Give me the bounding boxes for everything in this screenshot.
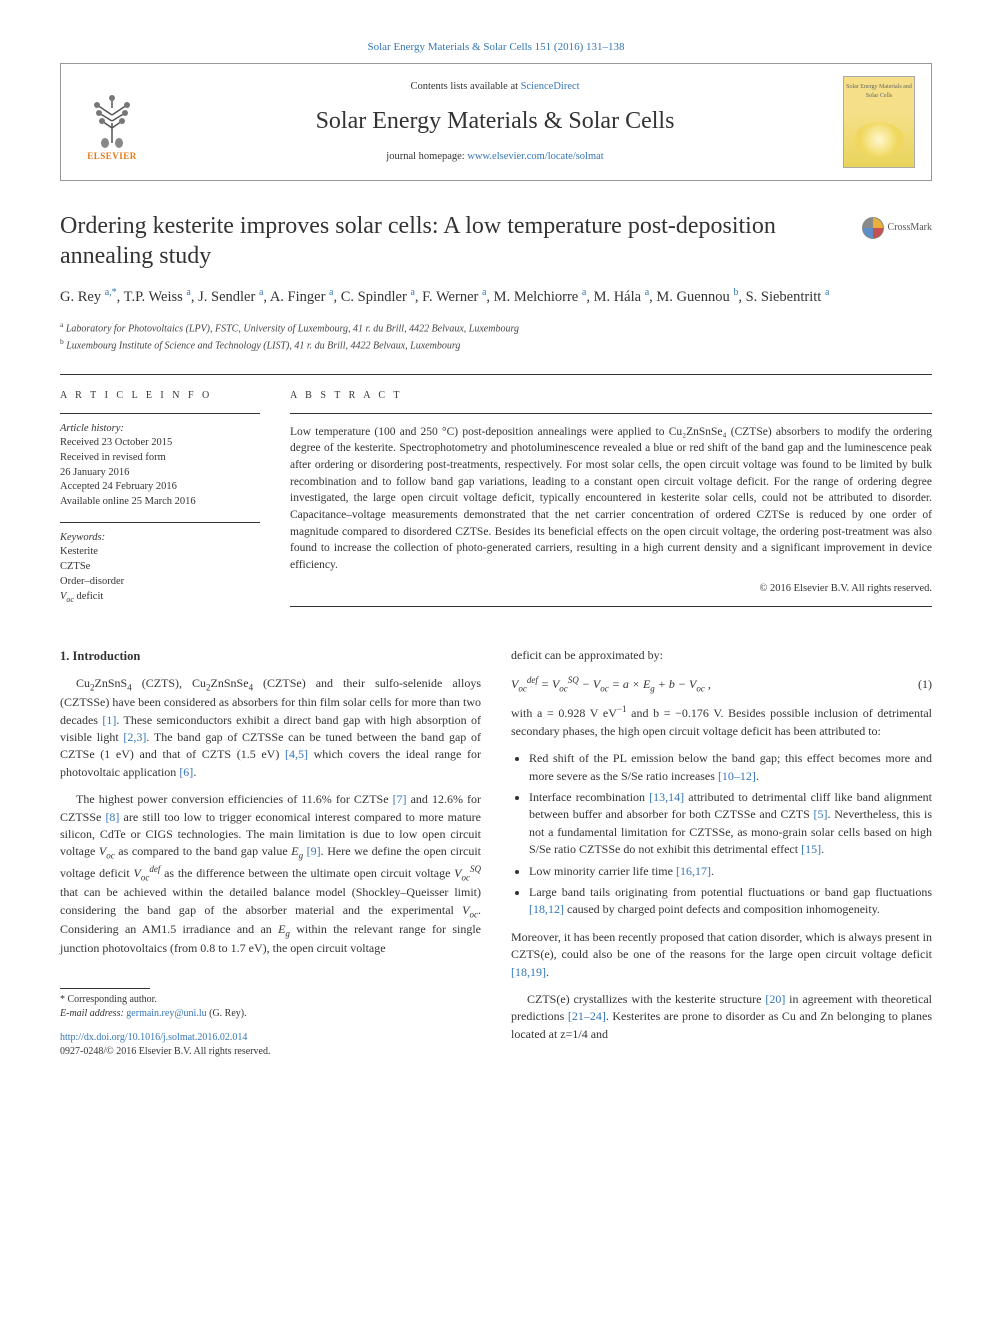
- author-email-link[interactable]: germain.rey@uni.lu: [126, 1008, 206, 1019]
- elsevier-logo: ELSEVIER: [77, 82, 147, 162]
- left-column: 1. Introduction Cu2ZnSnS4 (CZTS), Cu2ZnS…: [60, 647, 481, 1059]
- doi-link[interactable]: http://dx.doi.org/10.1016/j.solmat.2016.…: [60, 1032, 247, 1043]
- abstract-bottom-divider: [290, 606, 932, 607]
- history-label: Article history:: [60, 422, 260, 437]
- abstract-divider: [290, 413, 932, 414]
- journal-citation-link[interactable]: Solar Energy Materials & Solar Cells 151…: [367, 41, 624, 53]
- intro-p1: Cu2ZnSnS4 (CZTS), Cu2ZnSnSe4 (CZTSe) and…: [60, 675, 481, 781]
- journal-header: ELSEVIER Contents lists available at Sci…: [60, 63, 932, 181]
- elsevier-label: ELSEVIER: [87, 150, 137, 163]
- deficit-bullets: Red shift of the PL emission below the b…: [511, 750, 932, 919]
- intro-p2: The highest power conversion efficiencie…: [60, 791, 481, 958]
- article-info-heading: A R T I C L E I N F O: [60, 389, 260, 403]
- article-info-column: A R T I C L E I N F O Article history: R…: [60, 389, 260, 617]
- crossmark-badge[interactable]: CrossMark: [862, 217, 932, 239]
- history-lines: Received 23 October 2015Received in revi…: [60, 436, 260, 509]
- issn-line: 0927-0248/© 2016 Elsevier B.V. All right…: [60, 1045, 481, 1059]
- journal-cover-thumbnail: Solar Energy Materials and Solar Cells: [843, 76, 915, 168]
- keywords-list: KesteriteCZTSeOrder–disorderVoc deficit: [60, 545, 260, 604]
- elsevier-tree-icon: [87, 93, 137, 148]
- bullet-item: Low minority carrier life time [16,17].: [529, 863, 932, 880]
- bullet-item: Large band tails originating from potent…: [529, 884, 932, 919]
- affiliations: a Laboratory for Photovoltaics (LPV), FS…: [60, 319, 932, 354]
- contents-available-line: Contents lists available at ScienceDirec…: [147, 80, 843, 95]
- equation-1: Vocdef = VocSQ − Voc = a × Eg + b − Voc …: [511, 674, 932, 695]
- crossmark-icon: [862, 217, 884, 239]
- homepage-prefix: journal homepage:: [386, 151, 467, 162]
- contents-prefix: Contents lists available at: [410, 81, 520, 92]
- corresponding-author: * Corresponding author.: [60, 993, 481, 1007]
- author-list: G. Rey a,*, T.P. Weiss a, J. Sendler a, …: [60, 285, 932, 309]
- footer-divider: [60, 988, 150, 989]
- section-divider: [60, 374, 932, 375]
- journal-name: Solar Energy Materials & Solar Cells: [147, 105, 843, 139]
- abstract-text: Low temperature (100 and 250 °C) post-de…: [290, 424, 932, 574]
- keywords-label: Keywords:: [60, 531, 260, 546]
- right-column: deficit can be approximated by: Vocdef =…: [511, 647, 932, 1059]
- abstract-heading: A B S T R A C T: [290, 389, 932, 403]
- email-suffix: (G. Rey).: [207, 1008, 247, 1019]
- cover-title: Solar Energy Materials and Solar Cells: [846, 84, 912, 98]
- footer-block: * Corresponding author. E-mail address: …: [60, 988, 481, 1059]
- equation-1-num: (1): [902, 676, 932, 693]
- right-p3: Moreover, it has been recently proposed …: [511, 929, 932, 981]
- right-p2: with a = 0.928 V eV−1 and b = −0.176 V. …: [511, 703, 932, 740]
- right-p4: CZTS(e) crystallizes with the kesterite …: [511, 991, 932, 1043]
- intro-heading: 1. Introduction: [60, 647, 481, 665]
- bullet-item: Red shift of the PL emission below the b…: [529, 750, 932, 785]
- info-divider: [60, 413, 260, 414]
- journal-citation[interactable]: Solar Energy Materials & Solar Cells 151…: [60, 40, 932, 55]
- sciencedirect-link[interactable]: ScienceDirect: [521, 81, 580, 92]
- bullet-item: Interface recombination [13,14] attribut…: [529, 789, 932, 859]
- info-divider-2: [60, 522, 260, 523]
- right-p1: deficit can be approximated by:: [511, 647, 932, 664]
- email-line: E-mail address: germain.rey@uni.lu (G. R…: [60, 1007, 481, 1021]
- body-columns: 1. Introduction Cu2ZnSnS4 (CZTS), Cu2ZnS…: [60, 647, 932, 1059]
- crossmark-label: CrossMark: [888, 221, 932, 235]
- homepage-link[interactable]: www.elsevier.com/locate/solmat: [467, 151, 603, 162]
- article-title: Ordering kesterite improves solar cells:…: [60, 211, 842, 271]
- homepage-line: journal homepage: www.elsevier.com/locat…: [147, 150, 843, 165]
- abstract-copyright: © 2016 Elsevier B.V. All rights reserved…: [290, 582, 932, 597]
- equation-1-body: Vocdef = VocSQ − Voc = a × Eg + b − Voc …: [511, 674, 902, 695]
- email-label: E-mail address:: [60, 1008, 126, 1019]
- abstract-column: A B S T R A C T Low temperature (100 and…: [290, 389, 932, 617]
